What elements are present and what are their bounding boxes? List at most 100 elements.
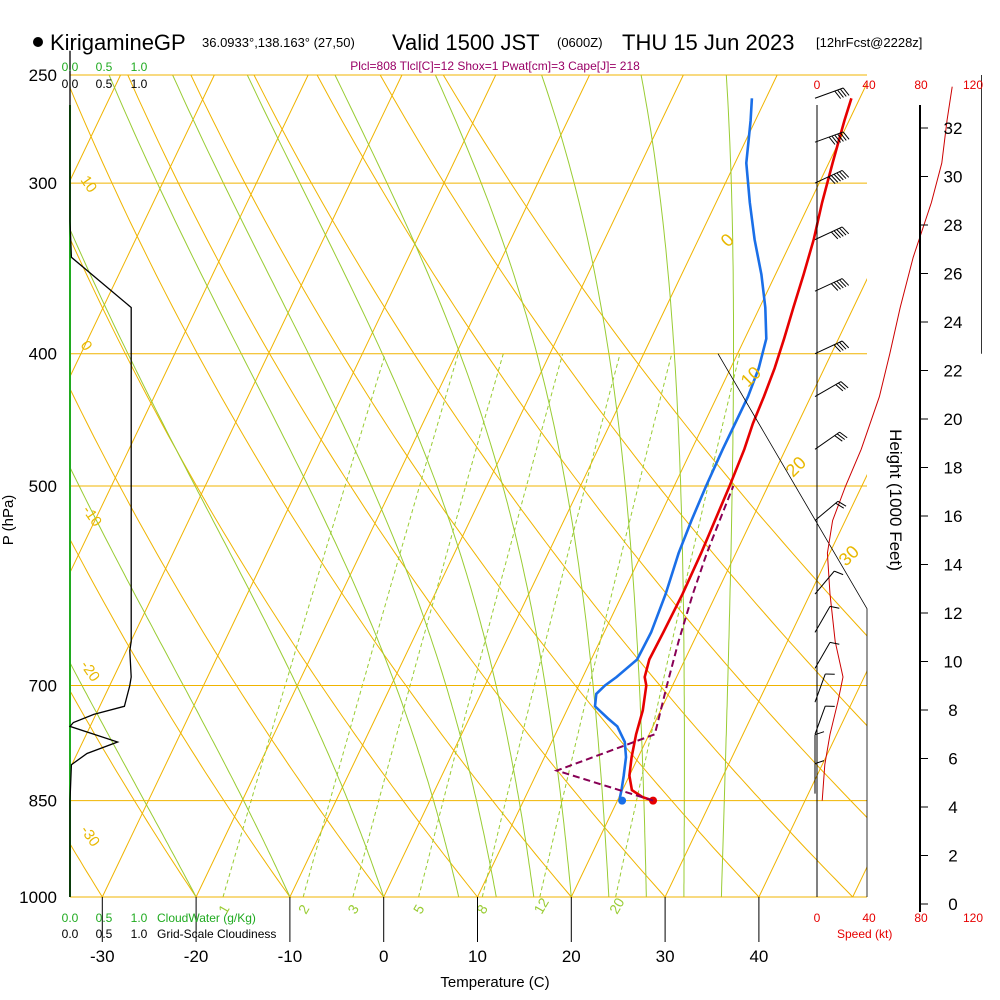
dry-adiabat-line bbox=[70, 86, 572, 897]
speed-tick-label-bottom: 120 bbox=[963, 911, 983, 925]
wind-barb-flag bbox=[842, 87, 850, 96]
wind-barb bbox=[814, 278, 850, 292]
wind-barb-flag bbox=[836, 229, 844, 237]
wind-barb-staff bbox=[814, 705, 826, 735]
wind-barb bbox=[814, 705, 835, 735]
wind-barb-staff bbox=[814, 87, 844, 99]
wind-barb bbox=[814, 641, 840, 669]
dry-adiabat-line bbox=[316, 75, 867, 819]
temperature-tick-label: 30 bbox=[656, 947, 675, 966]
wind-barb-flag bbox=[839, 341, 847, 350]
parcel-line bbox=[553, 485, 735, 802]
height-tick-label: 20 bbox=[944, 410, 963, 429]
sounding-traces bbox=[553, 97, 853, 805]
cloud-profile bbox=[68, 50, 132, 897]
stability-indices: Plcl=808 Tlcl[C]=12 Shox=1 Pwat[cm]=3 Ca… bbox=[350, 59, 640, 73]
pressure-tick-label: 700 bbox=[29, 677, 57, 696]
wind-barb-flag bbox=[839, 88, 847, 97]
wind-barb bbox=[814, 87, 850, 99]
wind-barb-flag bbox=[814, 760, 825, 765]
height-tick-label: 2 bbox=[948, 847, 957, 866]
dry-adiabat-label: 10 bbox=[77, 173, 100, 196]
wind-barb-flag bbox=[839, 431, 848, 439]
wind-panel-border bbox=[717, 353, 868, 897]
cloudiness-scale-bottom: 0.5 bbox=[96, 927, 113, 941]
wind-barb-flag bbox=[836, 343, 844, 351]
wind-barb-flag bbox=[828, 136, 836, 145]
wind-barb-flag bbox=[836, 172, 844, 181]
wind-panel bbox=[717, 75, 982, 897]
height-tick-label: 18 bbox=[944, 459, 963, 478]
pressure-tick-label: 250 bbox=[29, 66, 57, 85]
wind-barb-flag bbox=[839, 132, 847, 141]
moist-adiabat-line bbox=[70, 466, 291, 897]
dry-adiabat-line bbox=[70, 237, 478, 897]
speed-tick-label-bottom: 0 bbox=[814, 911, 821, 925]
height-tick-label: 8 bbox=[948, 701, 957, 720]
height-axis-label: Height (1000 Feet) bbox=[886, 429, 905, 571]
wind-barb-staff bbox=[814, 226, 843, 241]
wind-barb-flag bbox=[841, 170, 850, 178]
wind-barb-flag bbox=[829, 605, 840, 609]
cloud-water-scale-bottom: 0.5 bbox=[96, 911, 113, 925]
temperature-line bbox=[628, 97, 853, 802]
wind-barb-flag bbox=[830, 283, 839, 291]
temperature-tick-label: 40 bbox=[749, 947, 768, 966]
wind-barb bbox=[814, 500, 847, 521]
dry-adiabat-line bbox=[253, 75, 854, 897]
wind-barb-flag bbox=[831, 135, 839, 144]
moist-adiabat-line bbox=[172, 75, 497, 897]
moist-adiabat-line bbox=[108, 75, 460, 897]
wind-barb-staff bbox=[814, 570, 835, 595]
cloud-water-scale-top: 1.0 bbox=[131, 60, 148, 74]
wind-barb-flag bbox=[814, 731, 825, 736]
wind-barb-flag bbox=[841, 226, 850, 235]
moist-adiabat-line bbox=[334, 75, 572, 897]
wind-barb-flag bbox=[841, 340, 850, 349]
wind-barb-flag bbox=[836, 433, 846, 440]
wind-barb bbox=[814, 169, 850, 185]
wind-barb-staff bbox=[814, 431, 840, 450]
height-tick-label: 30 bbox=[944, 168, 963, 187]
wind-barb bbox=[814, 131, 850, 145]
cloudiness-scale-top: 0.5 bbox=[96, 77, 113, 91]
wind-barb-flag bbox=[830, 231, 839, 240]
cloud-water-scale-top: 0.0 bbox=[62, 60, 79, 74]
temperature-tick-label: 20 bbox=[562, 947, 581, 966]
wind-barb-flag bbox=[839, 279, 847, 288]
dry-adiabat-line bbox=[379, 75, 867, 727]
pressure-tick-label: 300 bbox=[29, 174, 57, 193]
y-axis-label: P (hPa) bbox=[0, 495, 17, 546]
height-tick-label: 28 bbox=[944, 216, 963, 235]
isotherm-line bbox=[70, 75, 215, 378]
speed-tick-label-top: 80 bbox=[914, 78, 928, 92]
wind-barb bbox=[814, 760, 825, 794]
forecast-info: [12hrFcst@2228z] bbox=[816, 35, 922, 50]
wind-barb bbox=[814, 731, 825, 765]
wind-barb-flag bbox=[833, 173, 841, 182]
station-bullet-icon bbox=[33, 37, 43, 47]
cloud-water-label: CloudWater (g/Kg) bbox=[157, 911, 256, 925]
wind-barb-staff bbox=[814, 381, 842, 398]
mixing-ratio-label: 20 bbox=[606, 895, 628, 917]
mixing-ratio-label: 12 bbox=[530, 895, 552, 917]
temperature-tick-label: 10 bbox=[468, 947, 487, 966]
isobars bbox=[70, 74, 867, 898]
height-tick-label: 14 bbox=[944, 556, 963, 575]
pressure-tick-label: 1000 bbox=[19, 888, 57, 907]
wind-barb-staff bbox=[814, 673, 826, 703]
speed-axis-label: Speed (kt) bbox=[837, 927, 892, 941]
wind-barb bbox=[814, 605, 840, 633]
cloud-water-scale-bottom: 1.0 bbox=[131, 911, 148, 925]
pressure-tick-label: 850 bbox=[29, 792, 57, 811]
cloud-water-scale-bottom: 0.0 bbox=[62, 911, 79, 925]
wind-barb bbox=[814, 431, 848, 450]
cloud-water-scale-top: 0.5 bbox=[96, 60, 113, 74]
cloudiness-scale-bottom: 0.0 bbox=[62, 927, 79, 941]
dry-adiabat-line bbox=[70, 689, 197, 897]
wind-barb-staff bbox=[814, 642, 831, 669]
cloudiness-label: Grid-Scale Cloudiness bbox=[157, 927, 276, 941]
moist-adiabat-line bbox=[70, 661, 197, 897]
temperature-tick-label: -10 bbox=[278, 947, 303, 966]
